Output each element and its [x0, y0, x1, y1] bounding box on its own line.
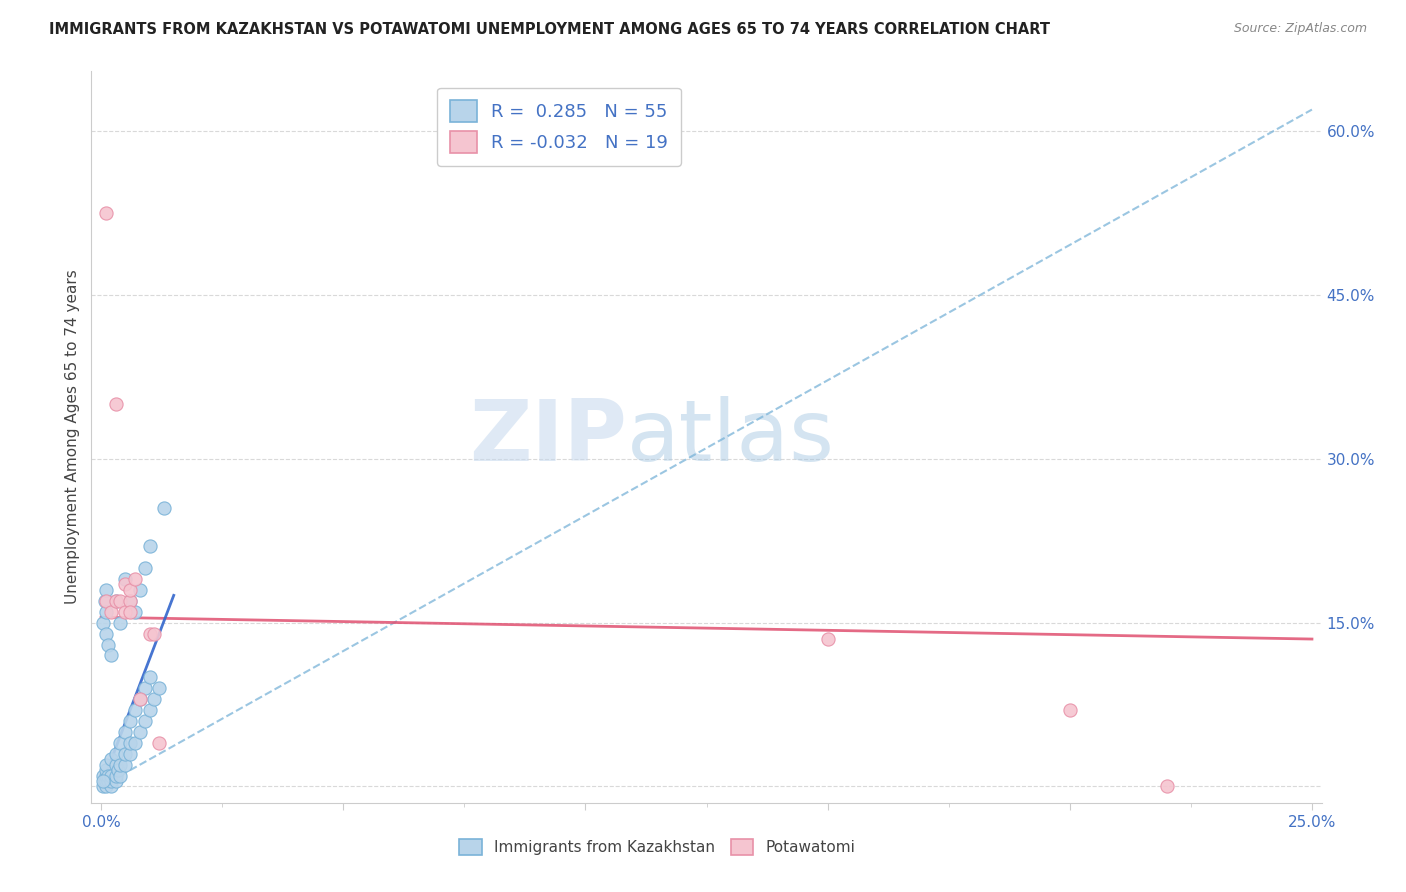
- Point: [138, 539, 160, 553]
- Point: [138, 670, 160, 684]
- Point: [817, 632, 839, 646]
- Legend: Immigrants from Kazakhstan, Potawatomi: Immigrants from Kazakhstan, Potawatomi: [453, 833, 862, 861]
- Point: [143, 692, 166, 706]
- Point: [110, 757, 132, 772]
- Point: [114, 572, 136, 586]
- Point: [94, 582, 117, 597]
- Point: [120, 736, 142, 750]
- Point: [94, 763, 117, 777]
- Point: [94, 594, 117, 608]
- Point: [134, 561, 156, 575]
- Point: [104, 594, 127, 608]
- Point: [94, 626, 117, 640]
- Point: [1156, 780, 1178, 794]
- Point: [93, 615, 115, 630]
- Point: [128, 692, 150, 706]
- Point: [124, 572, 146, 586]
- Point: [110, 615, 132, 630]
- Point: [114, 577, 136, 591]
- Point: [97, 774, 120, 789]
- Point: [100, 768, 122, 782]
- Point: [110, 768, 132, 782]
- Point: [128, 724, 150, 739]
- Point: [1059, 703, 1081, 717]
- Point: [124, 736, 146, 750]
- Point: [104, 757, 127, 772]
- Point: [104, 768, 127, 782]
- Point: [94, 774, 117, 789]
- Y-axis label: Unemployment Among Ages 65 to 74 years: Unemployment Among Ages 65 to 74 years: [65, 269, 80, 605]
- Point: [120, 594, 142, 608]
- Point: [100, 774, 122, 789]
- Text: atlas: atlas: [627, 395, 835, 479]
- Point: [120, 594, 142, 608]
- Point: [134, 681, 156, 695]
- Point: [128, 692, 150, 706]
- Text: IMMIGRANTS FROM KAZAKHSTAN VS POTAWATOMI UNEMPLOYMENT AMONG AGES 65 TO 74 YEARS : IMMIGRANTS FROM KAZAKHSTAN VS POTAWATOMI…: [49, 22, 1050, 37]
- Point: [120, 605, 142, 619]
- Point: [114, 605, 136, 619]
- Point: [93, 774, 115, 789]
- Point: [104, 594, 127, 608]
- Point: [94, 757, 117, 772]
- Point: [100, 648, 122, 663]
- Point: [124, 703, 146, 717]
- Text: ZIP: ZIP: [468, 395, 627, 479]
- Point: [153, 501, 176, 516]
- Point: [114, 724, 136, 739]
- Point: [120, 714, 142, 728]
- Text: Source: ZipAtlas.com: Source: ZipAtlas.com: [1233, 22, 1367, 36]
- Point: [110, 594, 132, 608]
- Point: [94, 768, 117, 782]
- Point: [94, 206, 117, 220]
- Point: [94, 774, 117, 789]
- Point: [93, 768, 115, 782]
- Point: [107, 763, 129, 777]
- Point: [114, 757, 136, 772]
- Point: [148, 681, 170, 695]
- Point: [104, 397, 127, 411]
- Point: [100, 605, 122, 619]
- Point: [148, 736, 170, 750]
- Point: [138, 626, 160, 640]
- Point: [97, 768, 120, 782]
- Point: [94, 594, 117, 608]
- Point: [120, 747, 142, 761]
- Point: [128, 582, 150, 597]
- Point: [100, 752, 122, 766]
- Point: [104, 747, 127, 761]
- Point: [104, 774, 127, 789]
- Point: [100, 780, 122, 794]
- Point: [97, 638, 120, 652]
- Point: [120, 582, 142, 597]
- Point: [134, 714, 156, 728]
- Point: [94, 605, 117, 619]
- Point: [124, 605, 146, 619]
- Point: [114, 747, 136, 761]
- Point: [94, 780, 117, 794]
- Point: [93, 780, 115, 794]
- Point: [143, 626, 166, 640]
- Point: [110, 736, 132, 750]
- Point: [138, 703, 160, 717]
